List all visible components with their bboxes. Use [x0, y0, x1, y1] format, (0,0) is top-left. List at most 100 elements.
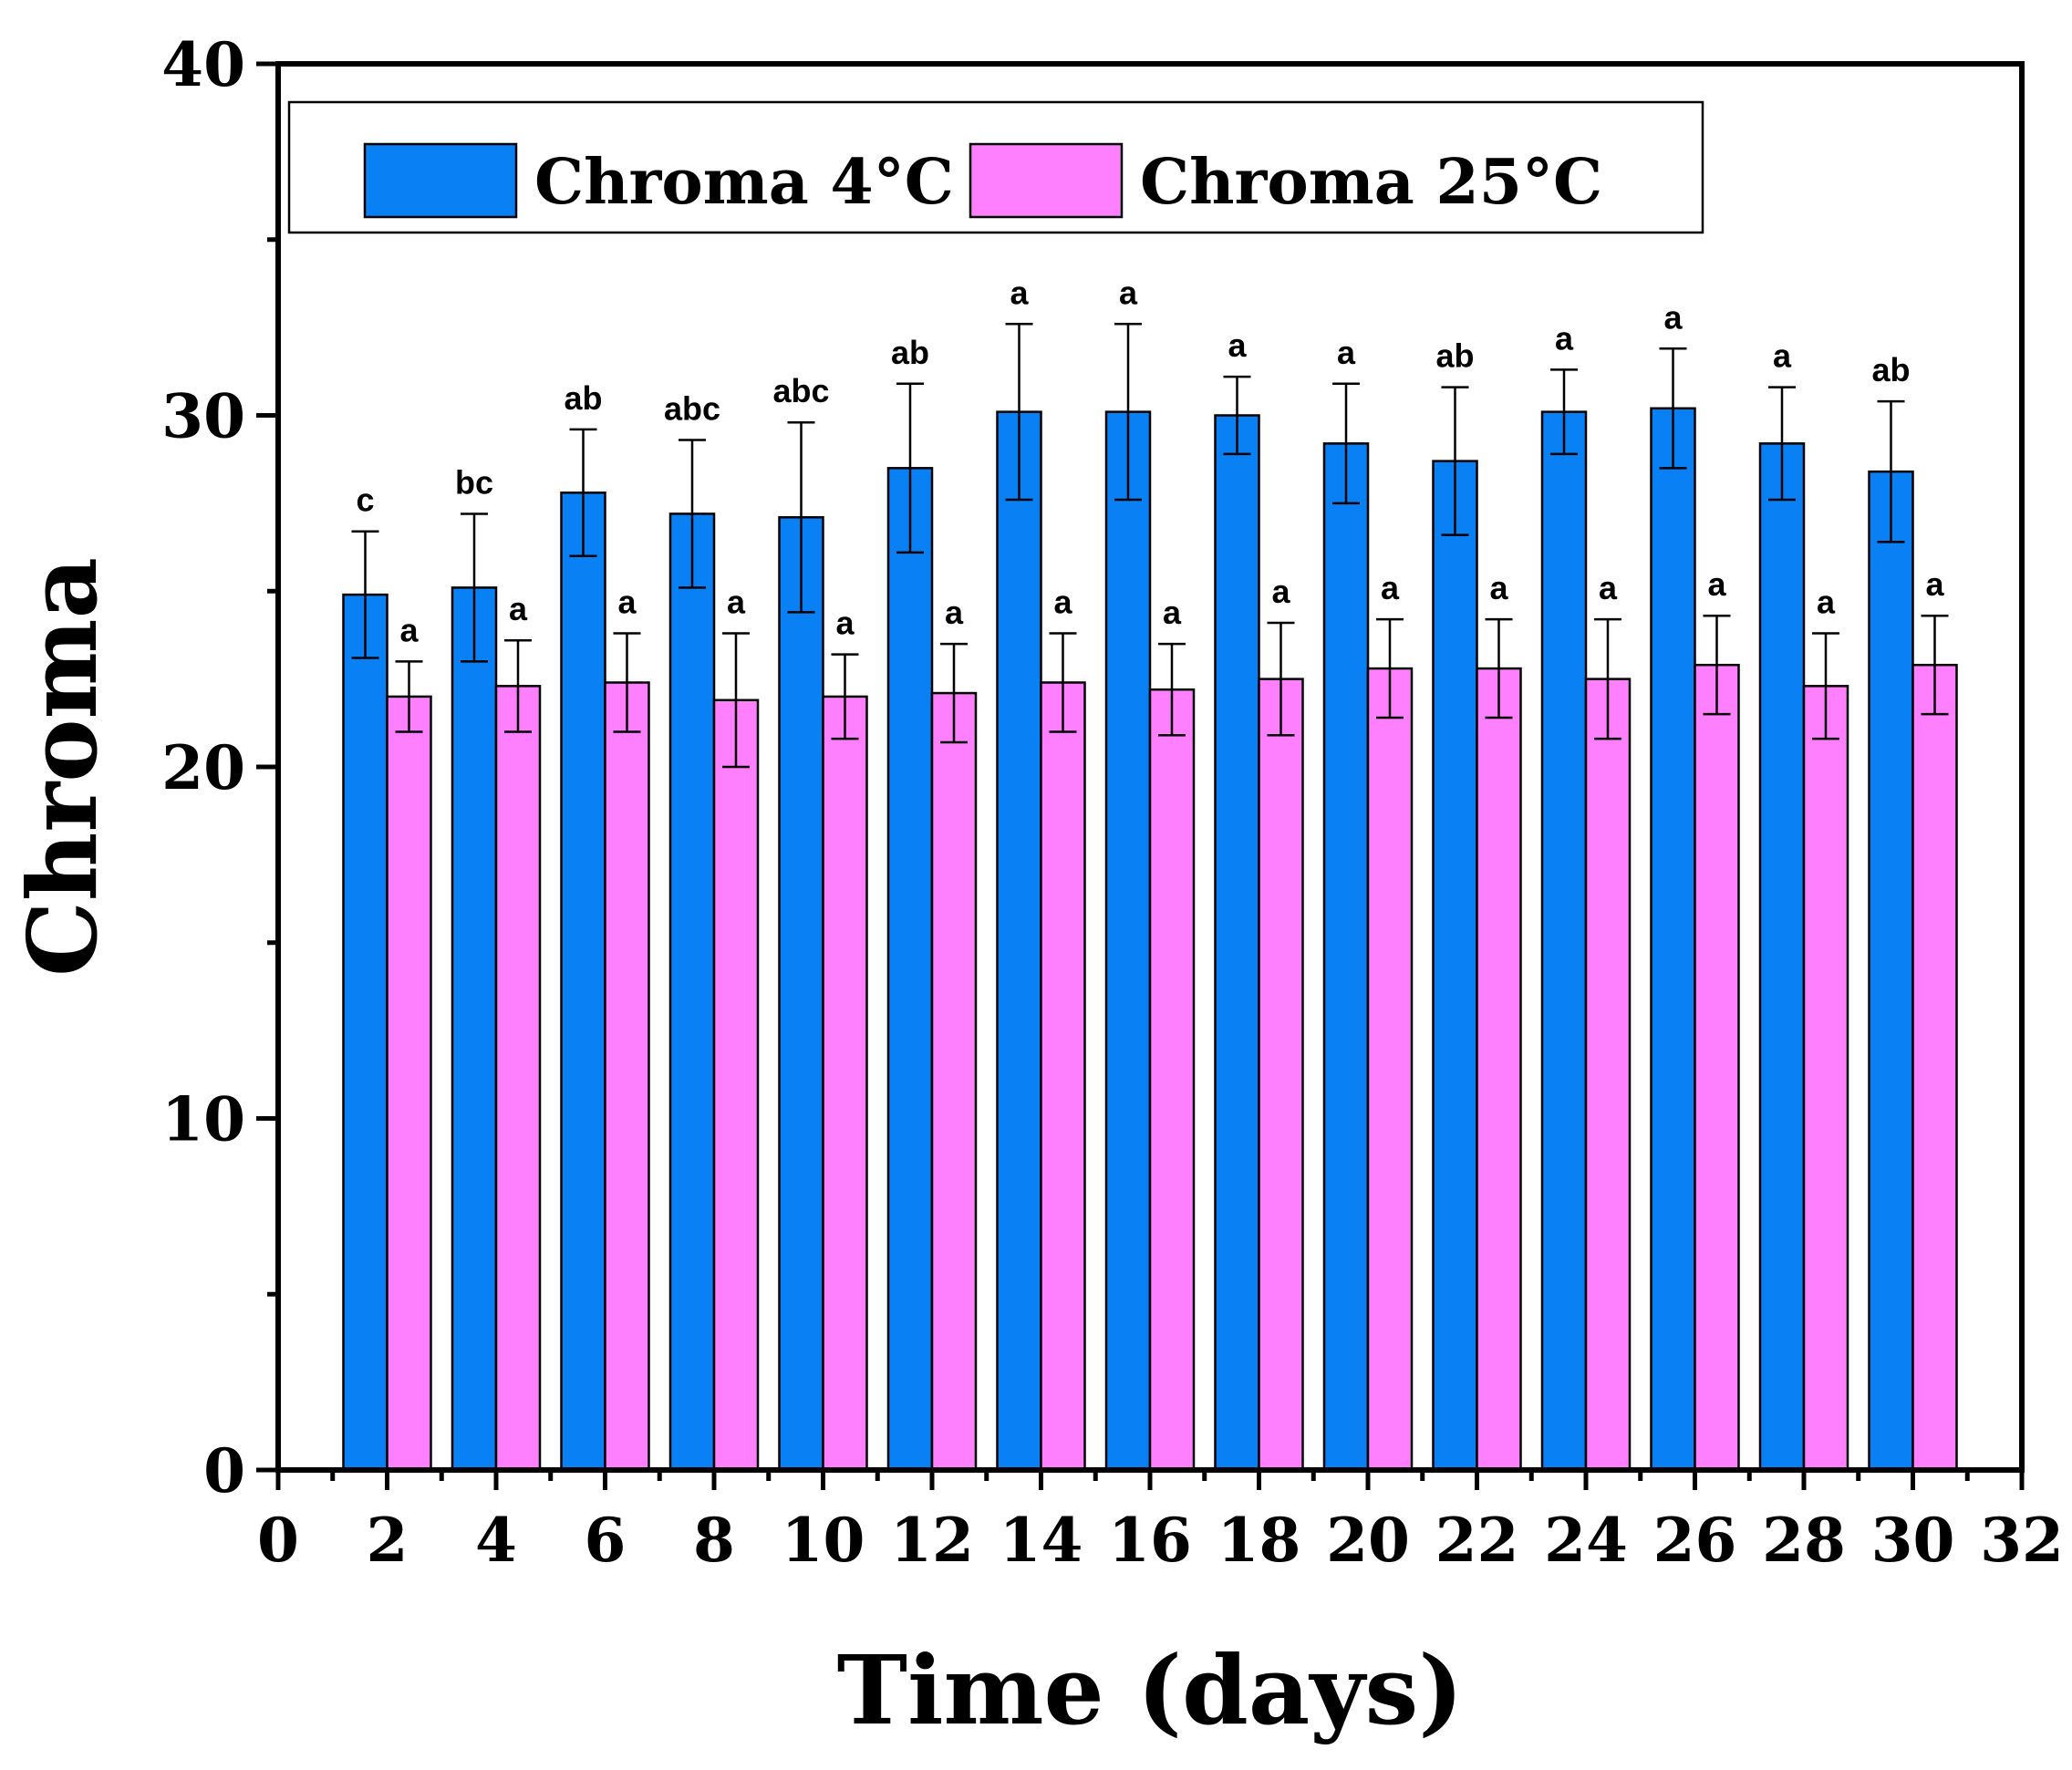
error-bar-4c-day-4 — [461, 512, 488, 663]
bar-4c-day-20 — [1322, 442, 1370, 1472]
error-bar-25c-day-12 — [940, 642, 968, 744]
sig-label-25c-day-10: a — [835, 605, 855, 642]
bar-25c-day-20 — [1366, 667, 1414, 1472]
sig-label-4c-day-22: ab — [1435, 337, 1474, 375]
bar-4c-day-2 — [342, 593, 388, 1472]
x-ticks: 0 2 4 6 8 10 12 14 16 18 20 22 24 26 28 30 32 — [257, 1470, 2064, 1576]
error-bar-25c-day-2 — [395, 660, 423, 733]
error-bar-25c-day-28 — [1812, 632, 1839, 740]
sig-label-4c-day-28: a — [1773, 337, 1792, 375]
bar-4c-day-24 — [1540, 410, 1588, 1472]
legend-swatch-chroma-4c — [363, 142, 518, 219]
x-tick-label-0: 0 — [257, 1505, 299, 1576]
bar-25c-day-24 — [1584, 678, 1632, 1472]
bar-4c-day-6 — [560, 492, 606, 1472]
bar-25c-day-8 — [712, 699, 760, 1472]
sig-label-25c-day-18: a — [1271, 573, 1290, 610]
error-bar-4c-day-6 — [569, 428, 597, 557]
error-bar-25c-day-30 — [1921, 614, 1949, 716]
error-bar-25c-day-22 — [1485, 617, 1513, 719]
x-tick-label-26: 26 — [1653, 1505, 1737, 1576]
sig-label-25c-day-6: a — [617, 584, 637, 621]
sig-label-4c-day-4: bc — [455, 463, 493, 501]
sig-label-25c-day-12: a — [945, 594, 964, 631]
y-tick-label-40: 40 — [161, 29, 245, 100]
bar-4c-day-10 — [778, 516, 824, 1472]
sig-label-25c-day-16: a — [1163, 594, 1182, 631]
x-tick-label-28: 28 — [1762, 1505, 1846, 1576]
sig-label-25c-day-28: a — [1817, 584, 1836, 621]
x-tick-label-22: 22 — [1435, 1505, 1519, 1576]
bar-4c-day-16 — [1104, 410, 1152, 1472]
bar-25c-day-6 — [604, 681, 650, 1472]
sig-label-4c-day-24: a — [1555, 319, 1574, 357]
error-bar-4c-day-10 — [787, 420, 815, 614]
x-tick-label-14: 14 — [1000, 1505, 1083, 1576]
error-bar-4c-day-18 — [1223, 375, 1251, 456]
error-bar-4c-day-8 — [679, 439, 706, 589]
error-bar-25c-day-10 — [831, 653, 859, 740]
error-bar-4c-day-2 — [351, 530, 379, 659]
x-tick-label-2: 2 — [367, 1505, 409, 1576]
error-bar-4c-day-16 — [1114, 323, 1142, 502]
bar-25c-day-18 — [1258, 678, 1304, 1472]
bar-25c-day-28 — [1802, 685, 1849, 1472]
x-tick-label-32: 32 — [1980, 1505, 2064, 1576]
error-bars-layer — [351, 323, 1949, 769]
error-bar-25c-day-6 — [613, 632, 641, 733]
bar-4c-day-12 — [886, 467, 934, 1472]
error-bar-4c-day-26 — [1659, 347, 1687, 470]
x-tick-label-6: 6 — [585, 1505, 627, 1576]
bar-4c-day-8 — [668, 512, 716, 1472]
bar-4c-day-30 — [1868, 470, 1914, 1472]
x-tick-label-24: 24 — [1544, 1505, 1628, 1576]
x-tick-label-12: 12 — [890, 1505, 974, 1576]
error-bar-4c-day-28 — [1768, 386, 1796, 502]
bar-25c-day-22 — [1476, 667, 1522, 1472]
legend-label-chroma-25c: Chroma 25°C — [1140, 146, 1602, 219]
bar-25c-day-16 — [1148, 688, 1196, 1472]
bar-25c-day-14 — [1040, 681, 1086, 1472]
bar-4c-day-14 — [996, 410, 1042, 1472]
bar-25c-day-30 — [1911, 663, 1958, 1472]
error-bar-4c-day-24 — [1550, 368, 1578, 456]
bar-4c-day-28 — [1758, 442, 1806, 1472]
y-tick-label-30: 30 — [161, 381, 245, 452]
y-axis-title: Chroma — [6, 557, 119, 977]
sig-label-25c-day-14: a — [1053, 584, 1072, 621]
y-tick-label-0: 0 — [203, 1435, 245, 1506]
error-bar-4c-day-30 — [1877, 399, 1905, 543]
sig-label-4c-day-10: abc — [772, 372, 829, 409]
bar-25c-day-2 — [386, 695, 432, 1472]
bar-25c-day-12 — [930, 691, 978, 1472]
sig-label-25c-day-22: a — [1489, 569, 1508, 606]
sig-label-25c-day-20: a — [1381, 569, 1400, 606]
error-bar-25c-day-26 — [1703, 614, 1731, 716]
bar-25c-day-10 — [822, 695, 868, 1472]
x-tick-label-30: 30 — [1871, 1505, 1955, 1576]
sig-label-4c-day-12: ab — [891, 334, 929, 371]
sig-label-25c-day-26: a — [1707, 565, 1726, 603]
sig-label-4c-day-8: abc — [664, 389, 720, 427]
sig-label-25c-day-24: a — [1599, 569, 1618, 606]
error-bar-25c-day-16 — [1158, 642, 1186, 737]
bars-layer — [342, 407, 1958, 1472]
error-bar-4c-day-12 — [896, 382, 924, 554]
sig-label-25c-day-2: a — [399, 611, 419, 648]
bar-25c-day-4 — [494, 685, 542, 1472]
bar-4c-day-4 — [451, 586, 498, 1472]
error-bar-25c-day-24 — [1594, 617, 1621, 740]
y-ticks: 0 10 20 30 40 — [161, 29, 278, 1506]
bar-25c-day-26 — [1694, 663, 1740, 1472]
error-bar-25c-day-8 — [722, 632, 750, 769]
sig-label-4c-day-20: a — [1337, 334, 1356, 371]
x-tick-label-16: 16 — [1108, 1505, 1192, 1576]
sig-label-25c-day-4: a — [509, 590, 528, 627]
x-tick-label-10: 10 — [782, 1505, 865, 1576]
sig-label-4c-day-30: ab — [1871, 351, 1910, 388]
bar-4c-day-26 — [1650, 407, 1696, 1472]
sig-label-4c-day-26: a — [1663, 298, 1683, 336]
error-bar-4c-day-14 — [1005, 323, 1033, 502]
legend-swatch-chroma-25c — [969, 142, 1124, 219]
sig-label-25c-day-8: a — [727, 584, 746, 621]
